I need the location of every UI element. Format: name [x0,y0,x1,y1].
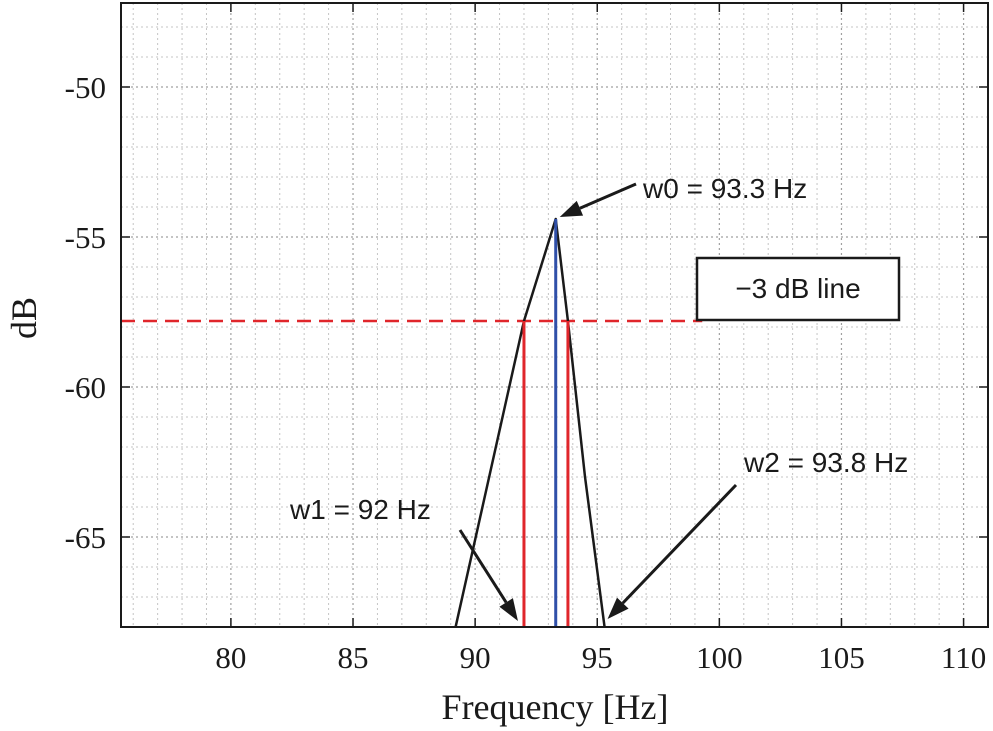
x-tick-label: 85 [338,640,369,675]
x-tick-label: 110 [941,640,986,675]
w1-annotation: w1 = 92 Hz [289,494,431,525]
axis-ticks: 80 85 90 95 100 105 110 -50 -55 -60 -65 [65,3,988,675]
response-curve [454,217,606,627]
threshold-label: −3 dB line [735,273,860,304]
w1-arrow-head [499,598,518,621]
w0-annotation: w0 = 93.3 Hz [642,173,807,204]
y-tick-label: -65 [65,520,106,555]
threshold-label-box [695,256,901,322]
x-axis-title: Frequency [Hz] [442,687,669,727]
y-tick-label: -60 [65,370,106,405]
w1-arrow-shaft [458,529,508,604]
x-tick-label: 90 [460,640,491,675]
annotation-arrows [458,182,738,621]
plot-frame [120,2,989,628]
w2-arrow-head [607,597,629,619]
x-tick-label: 105 [818,640,865,675]
y-axis-title: dB [4,297,44,339]
data-layer [121,217,703,627]
w0-arrow-head [559,200,584,217]
w2-annotation: w2 = 93.8 Hz [743,447,908,478]
y-tick-label: -55 [65,220,106,255]
y-tick-label: -50 [65,70,106,105]
x-tick-label: 80 [215,640,246,675]
w2-arrow-shaft [621,483,738,605]
w0-arrow-shaft [579,182,637,210]
x-tick-label: 100 [696,640,743,675]
x-tick-label: 95 [582,640,613,675]
